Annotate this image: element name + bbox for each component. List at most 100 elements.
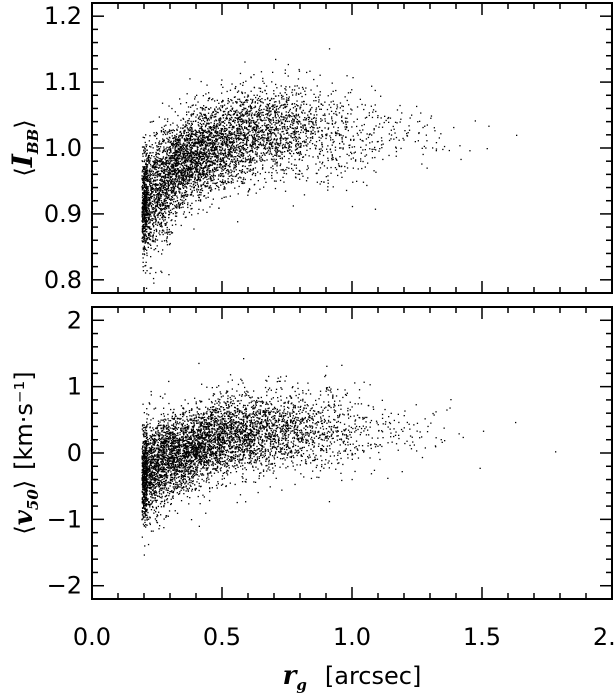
scatter-point	[369, 148, 371, 150]
scatter-point	[171, 155, 173, 157]
scatter-point	[167, 179, 169, 182]
scatter-point	[145, 201, 148, 203]
scatter-point	[191, 166, 194, 168]
scatter-point	[214, 188, 217, 190]
scatter-point	[175, 140, 177, 143]
scatter-point	[177, 186, 179, 188]
scatter-point	[236, 132, 238, 134]
scatter-point	[191, 174, 194, 177]
scatter-point	[206, 154, 208, 156]
scatter-point	[195, 116, 197, 118]
scatter-point	[153, 166, 155, 168]
scatter-point	[219, 166, 221, 168]
scatter-point	[245, 141, 248, 144]
scatter-point	[224, 165, 226, 167]
scatter-point	[238, 137, 240, 139]
scatter-point	[252, 141, 254, 143]
scatter-point	[274, 116, 276, 118]
scatter-point	[236, 149, 238, 151]
scatter-point	[254, 173, 257, 175]
scatter-point	[297, 138, 299, 140]
scatter-point	[242, 84, 244, 86]
scatter-point	[299, 106, 301, 108]
scatter-point	[179, 147, 182, 149]
scatter-point	[224, 113, 226, 115]
scatter-point	[145, 219, 147, 221]
scatter-point	[143, 225, 145, 227]
scatter-point	[330, 106, 332, 109]
scatter-point	[182, 187, 185, 189]
scatter-point	[395, 150, 398, 153]
scatter-point	[230, 172, 232, 174]
scatter-point	[198, 125, 200, 127]
scatter-point	[250, 156, 252, 158]
scatter-point	[166, 229, 168, 231]
scatter-point	[345, 121, 347, 124]
scatter-point	[150, 197, 153, 199]
scatter-point	[305, 135, 307, 137]
scatter-point	[212, 150, 214, 152]
scatter-point	[280, 139, 282, 141]
scatter-point	[171, 219, 173, 221]
scatter-point	[279, 124, 281, 126]
scatter-point	[374, 156, 376, 159]
scatter-point	[155, 171, 157, 174]
scatter-point	[227, 178, 229, 180]
scatter-point	[191, 142, 193, 144]
scatter-point	[190, 160, 193, 162]
scatter-point	[295, 138, 297, 140]
scatter-point	[164, 183, 167, 186]
scatter-point	[228, 137, 230, 139]
scatter-point	[190, 152, 192, 154]
scatter-point	[199, 180, 201, 182]
scatter-point	[190, 176, 192, 178]
scatter-point	[178, 135, 180, 137]
scatter-point	[188, 155, 190, 157]
scatter-point	[173, 152, 175, 154]
scatter-point	[145, 178, 147, 180]
scatter-point	[293, 133, 295, 135]
scatter-point	[147, 237, 149, 239]
scatter-point	[304, 90, 306, 92]
scatter-point	[235, 156, 237, 158]
scatter-point	[201, 120, 203, 122]
scatter-point	[188, 118, 190, 120]
scatter-point	[199, 112, 201, 114]
scatter-point	[182, 201, 184, 203]
scatter-point	[192, 184, 194, 186]
scatter-point	[144, 200, 147, 202]
scatter-point	[260, 160, 262, 162]
scatter-point	[251, 174, 254, 176]
scatter-point	[256, 155, 258, 157]
scatter-point	[276, 153, 278, 155]
scatter-point	[149, 215, 151, 217]
scatter-point	[293, 89, 296, 91]
scatter-point	[288, 110, 291, 112]
scatter-point	[244, 161, 246, 163]
scatter-point	[319, 108, 321, 110]
scatter-point	[227, 102, 229, 105]
scatter-point	[211, 169, 214, 172]
scatter-point	[336, 108, 338, 110]
scatter-point	[270, 144, 273, 146]
scatter-point	[174, 147, 176, 149]
scatter-point	[159, 173, 161, 175]
scatter-point	[438, 137, 440, 139]
scatter-point	[258, 115, 260, 117]
scatter-point	[238, 155, 241, 158]
scatter-point	[187, 129, 189, 131]
scatter-point	[153, 207, 155, 209]
scatter-point	[235, 164, 237, 166]
scatter-point	[182, 184, 185, 187]
scatter-point	[374, 104, 376, 106]
scatter-point	[211, 148, 213, 150]
scatter-point	[213, 178, 215, 181]
scatter-point	[251, 107, 253, 110]
scatter-point	[146, 160, 148, 162]
scatter-point	[163, 125, 166, 127]
scatter-point	[158, 164, 160, 166]
scatter-point	[204, 126, 207, 128]
scatter-point	[360, 152, 362, 154]
scatter-point	[238, 138, 240, 141]
scatter-point	[235, 169, 237, 171]
